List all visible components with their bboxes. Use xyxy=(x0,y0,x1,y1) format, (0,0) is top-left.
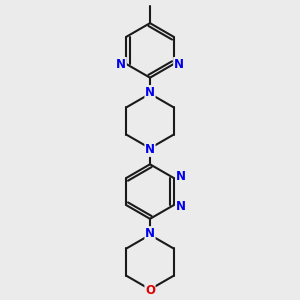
Text: O: O xyxy=(145,284,155,298)
Text: N: N xyxy=(116,58,126,70)
Text: N: N xyxy=(145,227,155,240)
Text: N: N xyxy=(174,58,184,70)
Text: N: N xyxy=(176,170,186,183)
Text: N: N xyxy=(176,200,186,213)
Text: N: N xyxy=(145,143,155,156)
Text: N: N xyxy=(145,85,155,99)
